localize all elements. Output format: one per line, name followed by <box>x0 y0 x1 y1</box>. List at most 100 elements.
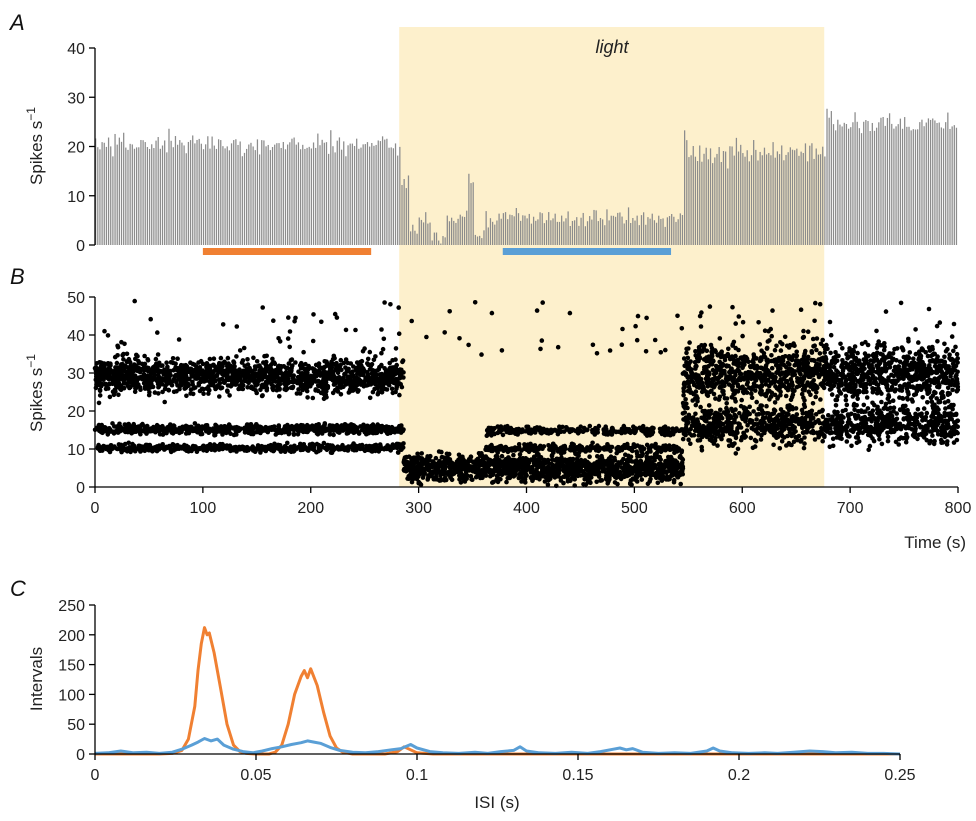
rate-point <box>331 432 336 438</box>
rate-point <box>387 426 393 431</box>
rate-point <box>197 388 203 394</box>
rate-bar <box>349 143 351 245</box>
rate-point <box>261 369 266 374</box>
rate-bar <box>569 225 571 245</box>
rate-point <box>137 369 143 375</box>
rate-bar <box>634 220 636 245</box>
rate-point <box>523 480 528 485</box>
rate-point <box>538 427 543 432</box>
rate-point <box>619 460 624 466</box>
rate-bar <box>496 220 498 245</box>
rate-point <box>634 467 640 473</box>
rate-bar <box>666 217 668 245</box>
rate-point <box>536 473 541 479</box>
rate-point <box>197 367 202 373</box>
rate-point <box>361 384 367 389</box>
rate-point <box>596 448 601 454</box>
rate-point <box>548 474 553 480</box>
rate-point <box>372 446 378 451</box>
rate-point <box>365 361 370 366</box>
rate-bar <box>660 218 662 245</box>
rate-bar <box>185 153 187 245</box>
rate-bar <box>194 143 196 245</box>
rate-point <box>649 467 655 473</box>
rate-point <box>323 445 328 451</box>
rate-point <box>399 423 404 429</box>
rate-point <box>324 359 329 365</box>
rate-point <box>376 367 382 372</box>
rate-point <box>488 448 494 454</box>
rate-point <box>176 446 182 452</box>
rate-bar <box>817 154 820 245</box>
rate-bar <box>159 148 161 245</box>
rate-point <box>493 445 498 451</box>
rate-point <box>255 427 261 433</box>
rate-point <box>225 429 231 435</box>
rate-point <box>668 447 674 452</box>
rate-point <box>187 426 193 432</box>
rate-point <box>259 443 264 449</box>
rate-point <box>343 365 348 370</box>
rate-point <box>211 369 217 374</box>
rate-point <box>245 357 250 362</box>
rate-bar <box>487 227 489 245</box>
rate-point <box>273 375 279 380</box>
rate-bar <box>284 149 287 245</box>
rate-bar <box>535 220 537 245</box>
rate-point <box>595 427 600 432</box>
rate-point <box>401 441 406 446</box>
rate-bar <box>410 231 412 245</box>
rate-point <box>290 374 296 380</box>
rate-point <box>243 372 248 378</box>
rate-point <box>298 366 304 371</box>
rate-point <box>585 460 590 465</box>
rate-bar <box>904 117 906 245</box>
rate-point <box>152 445 158 450</box>
rate-point <box>367 395 373 401</box>
rate-point <box>590 440 595 446</box>
rate-bar <box>787 152 789 245</box>
rate-bar <box>135 147 138 245</box>
rate-bar <box>274 144 276 245</box>
rate-bar <box>582 212 584 245</box>
rate-point <box>107 427 112 432</box>
rate-bar <box>608 220 610 245</box>
rate-point <box>112 375 118 381</box>
rate-bar <box>606 209 608 245</box>
light-annotation: light <box>595 37 629 57</box>
rate-point <box>438 476 444 482</box>
rate-point <box>249 429 255 435</box>
rate-point <box>372 430 377 435</box>
rate-point <box>245 428 251 433</box>
rate-point <box>646 455 651 461</box>
rate-bar <box>474 234 476 245</box>
rate-bar <box>921 119 923 245</box>
rate-point <box>280 372 286 377</box>
rate-point <box>225 376 231 381</box>
rate-point <box>401 460 407 465</box>
rate-point <box>135 446 141 452</box>
rate-point <box>183 372 188 377</box>
rate-point <box>574 445 580 450</box>
rate-point <box>412 455 418 461</box>
rate-point <box>342 371 348 377</box>
rate-point <box>220 432 225 437</box>
rate-point <box>608 466 613 472</box>
rate-point <box>123 429 128 435</box>
rate-point <box>116 442 122 447</box>
rate-bar <box>312 142 315 245</box>
rate-bar <box>815 148 817 245</box>
rate-point <box>225 383 231 388</box>
rate-point <box>373 426 379 432</box>
rate-point <box>651 472 656 478</box>
rate-point <box>270 356 275 362</box>
rate-point <box>192 421 198 426</box>
rate-point <box>571 427 576 433</box>
panel-a-y-tick-label: 0 <box>76 238 85 255</box>
rate-bar <box>373 145 375 245</box>
rate-point <box>253 388 258 393</box>
rate-point <box>305 395 310 400</box>
rate-bar <box>291 138 293 245</box>
rate-bar <box>287 144 289 245</box>
rate-bar <box>181 142 183 245</box>
